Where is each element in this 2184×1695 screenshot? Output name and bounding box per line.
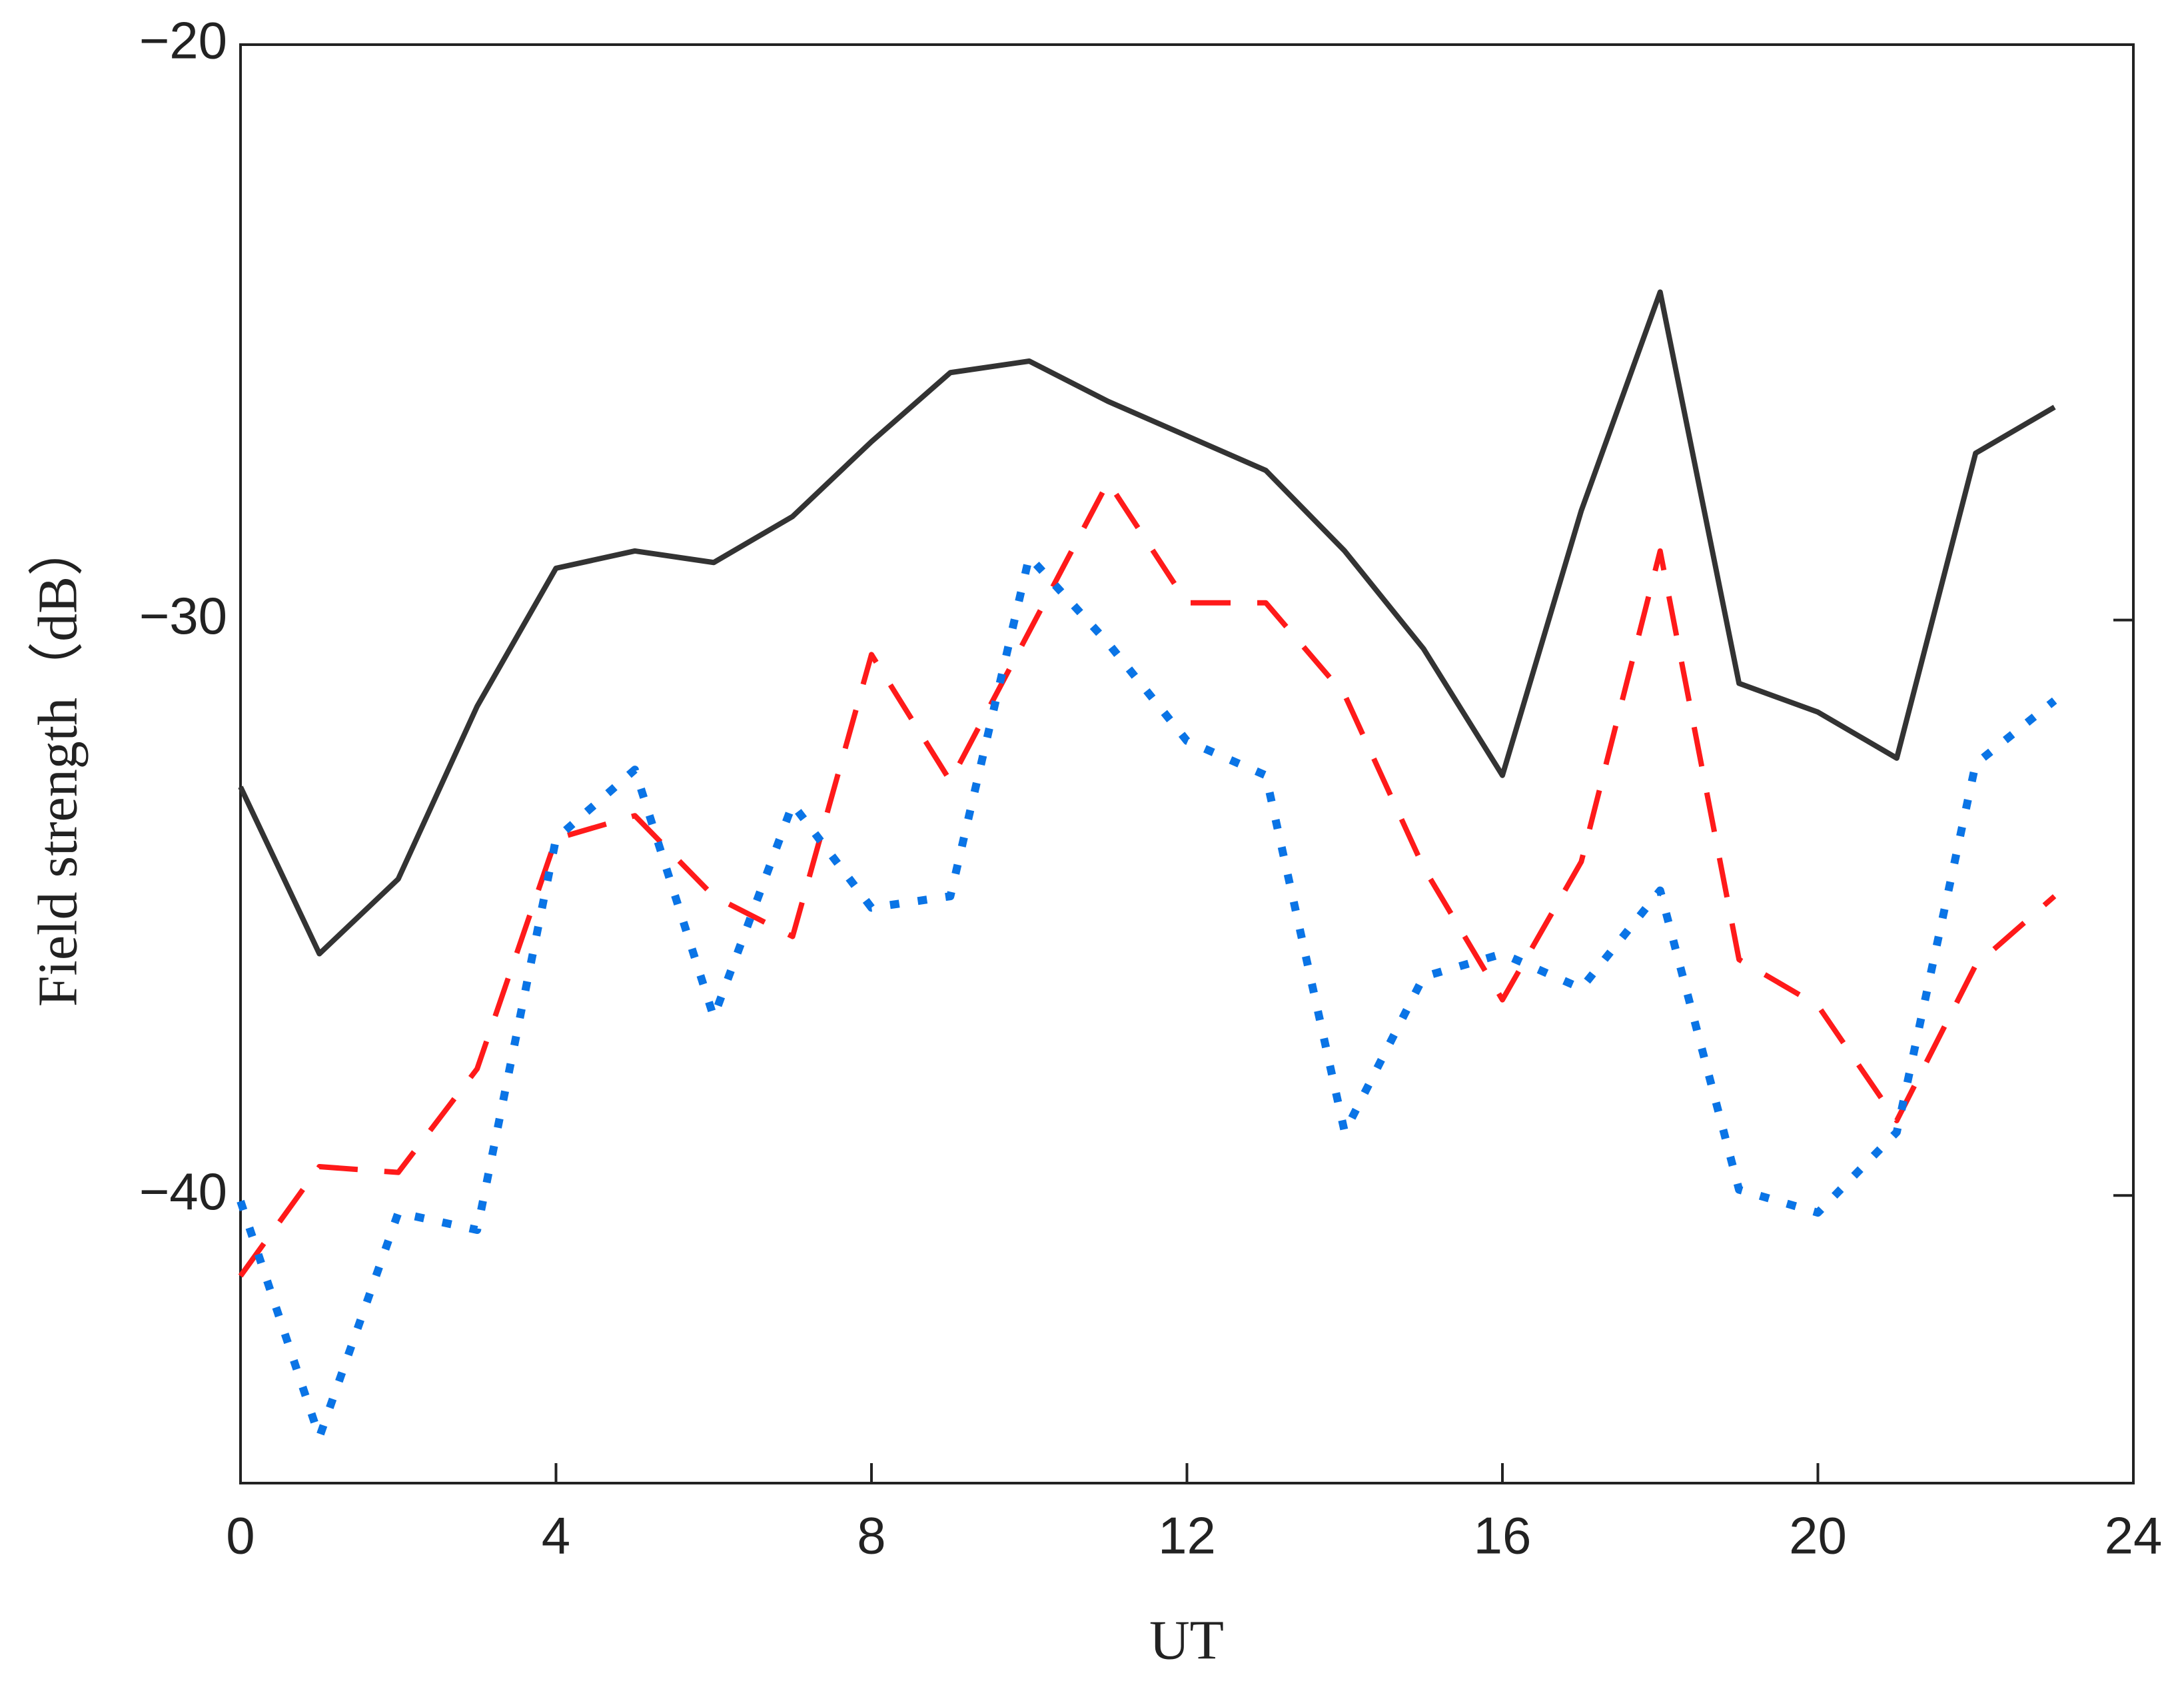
series-line: [238, 479, 2057, 1278]
x-tick-label: 24: [2105, 1506, 2163, 1565]
x-tick-label: 8: [857, 1506, 885, 1565]
plot-frame: [239, 43, 2135, 1484]
x-tick-label: 4: [542, 1506, 570, 1565]
x-tick-label: 16: [1474, 1506, 1532, 1565]
y-tick-label: −20: [139, 11, 227, 70]
y-tick-label: −30: [139, 586, 227, 645]
y-tick-label: −40: [139, 1162, 227, 1221]
x-tick-label: 12: [1158, 1506, 1216, 1565]
series-line: [238, 289, 2056, 957]
x-tick-label: 20: [1789, 1506, 1847, 1565]
x-tick-label: 0: [226, 1506, 255, 1565]
series-line: [237, 552, 2057, 1441]
y-axis-label: Field strength（dB）: [27, 520, 89, 1007]
x-axis-label: UT: [1149, 1609, 1224, 1671]
